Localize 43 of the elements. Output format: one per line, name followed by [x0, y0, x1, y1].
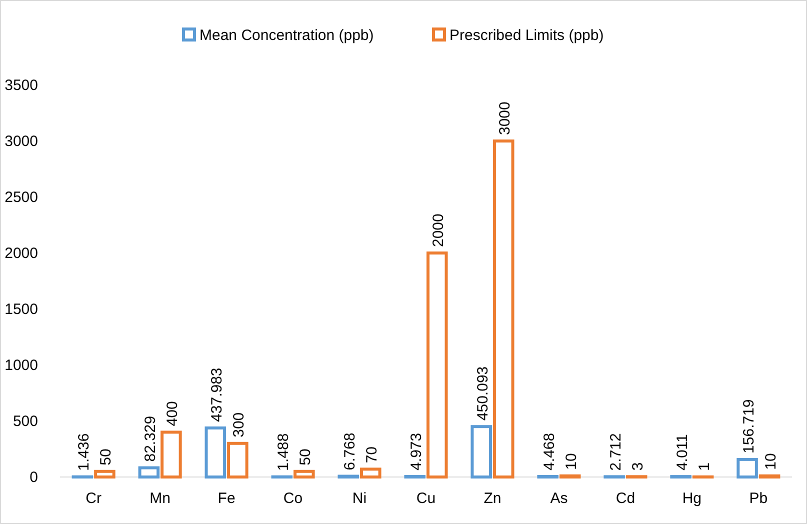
data-label: 300 [230, 412, 248, 438]
data-label: 50 [297, 448, 314, 466]
x-tick-label: Cd [616, 490, 636, 507]
data-label: 3000 [496, 102, 514, 135]
legend-label: Prescribed Limits (ppb) [450, 27, 604, 44]
x-tick-label: Ni [352, 490, 367, 507]
data-label: 1 [696, 462, 714, 471]
x-tick-label: Mn [150, 490, 170, 507]
y-tick-label: 1000 [4, 357, 38, 374]
y-tick-label: 500 [12, 413, 38, 430]
data-label: 1.488 [274, 433, 292, 471]
data-label: 2000 [430, 214, 448, 247]
legend-label: Mean Concentration (ppb) [200, 27, 374, 44]
data-label: 4.973 [408, 432, 425, 470]
data-label: 1.436 [75, 433, 92, 471]
x-tick-label: Pb [749, 490, 768, 507]
data-label: 437.983 [208, 368, 226, 422]
data-label: 10 [563, 453, 580, 470]
data-label: 50 [98, 448, 115, 466]
x-tick-label: Co [283, 490, 303, 507]
data-label: 450.093 [474, 366, 492, 421]
y-tick-label: 2000 [4, 245, 38, 262]
data-label: 2.712 [607, 433, 624, 471]
x-tick-label: Cr [86, 490, 102, 507]
data-label: 156.719 [740, 399, 758, 454]
y-tick-label: 2500 [4, 189, 38, 206]
x-tick-label: Zn [484, 490, 502, 507]
data-label: 400 [164, 401, 182, 426]
x-tick-label: Hg [682, 490, 702, 507]
data-label: 70 [364, 446, 381, 464]
y-tick-label: 0 [30, 469, 38, 486]
data-label: 6.768 [341, 432, 358, 470]
data-label: 82.329 [142, 416, 159, 462]
x-tick-label: As [550, 490, 568, 507]
data-label: 3 [630, 462, 647, 471]
x-tick-label: Cu [416, 490, 436, 507]
x-tick-label: Fe [218, 490, 236, 507]
data-label: 4.468 [540, 432, 558, 470]
y-tick-label: 1500 [4, 301, 38, 318]
data-label: 4.011 [674, 434, 691, 471]
data-label: 10 [762, 453, 780, 470]
y-tick-label: 3000 [4, 133, 38, 150]
y-tick-label: 3500 [4, 77, 38, 94]
